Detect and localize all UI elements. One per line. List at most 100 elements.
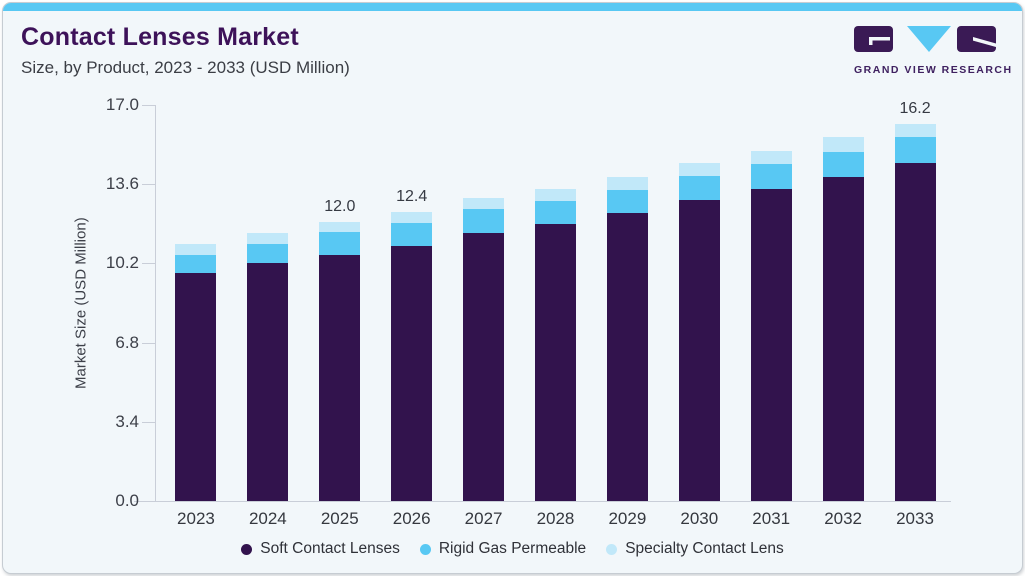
- legend-item: Soft Contact Lenses: [241, 540, 400, 558]
- bar-value-label: 16.2: [899, 99, 931, 117]
- bar-segment: [678, 175, 720, 200]
- bar-value-label: 12.0: [324, 197, 356, 215]
- bar-segment: [391, 245, 433, 501]
- legend-label: Specialty Contact Lens: [625, 540, 784, 557]
- y-tick-label: 10.2: [105, 253, 139, 273]
- bar-segment: [319, 232, 361, 255]
- y-axis-title: Market Size (USD Million): [72, 217, 90, 389]
- stacked-bar-2033: 16.2: [894, 100, 936, 501]
- x-tick-label: 2030: [680, 509, 719, 528]
- bar-segment: [175, 272, 217, 501]
- page-subtitle: Size, by Product, 2023 - 2033 (USD Milli…: [21, 58, 350, 77]
- bar-segment: [822, 137, 864, 152]
- legend-swatch-icon: [241, 543, 253, 555]
- y-tick-label: 13.6: [105, 174, 139, 194]
- bar-slot-2023: 2023: [160, 105, 232, 528]
- bar-segment: [463, 198, 505, 210]
- bar-segment: [606, 212, 648, 501]
- plot-area: Market Size (USD Million) 0.0 3.4 6.8 10.2 1…: [73, 95, 951, 528]
- x-tick-label: 2024: [248, 509, 287, 528]
- bar-segment: [391, 212, 433, 224]
- y-tick-mark: [142, 501, 155, 502]
- bar-segment: [534, 188, 576, 201]
- bar-segment: [175, 255, 217, 273]
- bar-value-label: 12.4: [396, 188, 428, 206]
- bar-segment: [319, 221, 361, 233]
- logo-r-slash: [973, 37, 996, 47]
- bar-segment: [894, 136, 936, 164]
- bar-segment: [678, 200, 720, 501]
- bar-slot-2028: 2028: [520, 105, 592, 528]
- stacked-bar-2031: [750, 151, 792, 501]
- bar-segment: [894, 123, 936, 137]
- y-tick-label: 3.4: [115, 411, 139, 431]
- x-tick-label: 2032: [824, 509, 863, 528]
- bar-segment: [247, 243, 289, 264]
- bar-segment: [678, 163, 720, 176]
- bar-slot-2024: 2024: [232, 105, 304, 528]
- bar-segment: [463, 233, 505, 501]
- bar-slot-2032: 2032: [807, 105, 879, 528]
- y-tick-mark: [142, 421, 155, 423]
- page-title: Contact Lenses Market: [21, 23, 299, 51]
- x-tick-label: 2027: [464, 509, 503, 528]
- legend-swatch-icon: [419, 543, 431, 555]
- bar-slot-2025: 12.0 2025: [304, 105, 376, 528]
- x-tick-label: 2028: [536, 509, 575, 528]
- bar-segment: [534, 200, 576, 224]
- bar-slot-2027: 2027: [448, 105, 520, 528]
- bar-segment: [175, 244, 217, 256]
- legend-label: Soft Contact Lenses: [260, 540, 400, 557]
- bar-slot-2026: 12.4 2026: [376, 105, 448, 528]
- brand-logo: GRAND VIEW RESEARCH: [854, 26, 1013, 76]
- bar-slot-2030: 2030: [663, 105, 735, 528]
- bar-segment: [606, 189, 648, 213]
- legend-label: Rigid Gas Permeable: [438, 540, 587, 557]
- y-tick-label: 17.0: [105, 95, 139, 114]
- stacked-bar-2026: 12.4: [391, 188, 433, 501]
- bar-segment: [534, 223, 576, 501]
- x-tick-label: 2031: [752, 509, 791, 528]
- y-tick-label: 0.0: [115, 491, 139, 510]
- bar-segment: [822, 177, 864, 501]
- legend-swatch-icon: [606, 543, 618, 555]
- logo-v-shape: [907, 26, 951, 52]
- stacked-bar-2023: [175, 244, 217, 501]
- bar-slot-2033: 16.2 2033: [879, 100, 951, 528]
- x-tick-label: 2033: [896, 509, 934, 528]
- brand-logo-text: GRAND VIEW RESEARCH: [854, 64, 1013, 76]
- bar-segment: [750, 163, 792, 189]
- stacked-bar-2028: [534, 188, 576, 501]
- bar-slot-2031: 2031: [735, 105, 807, 528]
- x-tick-label: 2025: [320, 509, 359, 528]
- bar-segment: [247, 263, 289, 501]
- bar-segment: [319, 254, 361, 501]
- stacked-bar-2029: [606, 177, 648, 501]
- x-tick-label: 2023: [177, 509, 215, 528]
- legend: Soft Contact Lenses Rigid Gas Permeable Sp…: [3, 540, 1022, 558]
- y-tick-mark: [142, 263, 155, 265]
- bar-segment: [822, 151, 864, 178]
- x-tick-label: 2029: [608, 509, 647, 528]
- logo-g-notch: [869, 37, 890, 45]
- bar-segment: [894, 163, 936, 501]
- stacked-bar-2027: [463, 198, 505, 501]
- brand-logo-mark: [854, 26, 996, 52]
- y-tick-mark: [142, 184, 155, 186]
- stacked-bar-2030: [678, 163, 720, 501]
- bar-slot-2029: 2029: [591, 105, 663, 528]
- bar-segment: [606, 177, 648, 190]
- y-tick-label: 6.8: [115, 332, 139, 352]
- bar-segment: [750, 188, 792, 501]
- bar-segment: [750, 151, 792, 164]
- stacked-bar-2024: [247, 233, 289, 501]
- legend-item: Rigid Gas Permeable: [419, 540, 587, 558]
- top-accent-bar: [3, 3, 1022, 11]
- legend-item: Specialty Contact Lens: [606, 540, 784, 558]
- stacked-bar-2025: 12.0: [319, 198, 361, 501]
- stacked-bar-2032: [822, 137, 864, 501]
- bar-segment: [463, 209, 505, 234]
- bar-segment: [247, 233, 289, 244]
